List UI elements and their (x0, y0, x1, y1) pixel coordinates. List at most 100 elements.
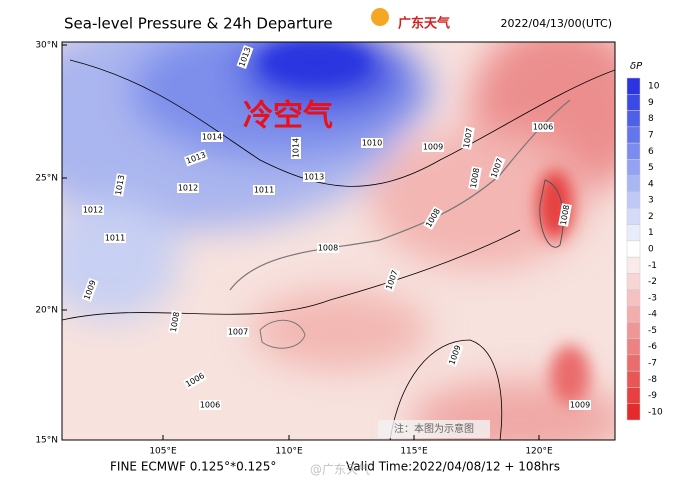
colorbar-cell (626, 305, 641, 323)
isobar-label: 1006 (533, 123, 553, 132)
isobar-label-group: 1014 (291, 137, 301, 159)
isobar-label-group: 1013 (303, 172, 325, 182)
colorbar-cell (626, 110, 641, 128)
isobar-label-group: 1013 (113, 173, 127, 197)
colorbar-cell (626, 273, 641, 290)
colorbar-label: 1 (648, 228, 654, 238)
colorbar-label: 4 (648, 179, 654, 189)
colorbar-label: -5 (648, 326, 657, 336)
isobar-label: 1012 (83, 206, 103, 215)
isobar-label-bg (532, 122, 554, 132)
isobar-label-bg (168, 310, 182, 334)
isobar-label-bg (227, 327, 249, 337)
colorbar-label: -1 (648, 261, 657, 271)
colorbar-cell (626, 208, 641, 225)
colorbar-label: 10 (648, 82, 660, 92)
isobar-label-bg (423, 205, 443, 231)
isobar-label-bg (422, 142, 444, 152)
colorbar-label: -7 (648, 359, 657, 369)
isobar-label-bg (113, 173, 127, 197)
isobar-label-group: 1008 (317, 243, 339, 253)
isobar-label-group: 1014 (201, 132, 223, 142)
colorbar-cell (626, 142, 641, 160)
isobar-label-group: 1008 (468, 166, 482, 190)
colorbar-cell (626, 94, 641, 111)
isobar-label: 1007 (462, 127, 474, 149)
isobar-label-bg (253, 185, 275, 195)
footer-model: FINE ECMWF 0.125°*0.125° (110, 460, 276, 474)
title: Sea-level Pressure & 24h Departure (64, 15, 333, 33)
isobar-label: 1014 (202, 133, 222, 142)
isobar-label-bg (317, 243, 339, 253)
colorbar-cell (626, 77, 641, 95)
isobar-label-group: 1006 (532, 122, 554, 132)
isobar-label-bg (446, 342, 464, 368)
colorbar-cell (626, 224, 641, 242)
colorbar-cell (626, 175, 641, 193)
colorbar-cell (626, 403, 641, 421)
isobar-label: 1009 (423, 143, 443, 152)
colorbar-label: 0 (648, 245, 654, 255)
colorbar-cell (626, 354, 641, 372)
colorbar-cell (626, 126, 641, 144)
colorbar-cell (626, 240, 641, 258)
colorbar-cell (626, 159, 641, 176)
isobar-label: 1008 (318, 244, 338, 253)
isobar-label-bg (199, 400, 221, 410)
colorbar-label: 6 (648, 147, 654, 157)
colorbar-label: -8 (648, 375, 657, 385)
lon-label: 120°E (525, 447, 553, 457)
colorbar-cell (626, 338, 641, 356)
isobar-label-bg (291, 137, 301, 159)
isobar-label-group: 1008 (168, 310, 182, 334)
isobar-label-group: 1009 (422, 142, 444, 152)
isobar-label-bg (177, 183, 199, 193)
isobar-label-group: 1011 (253, 185, 275, 195)
colorbar-label: 7 (648, 131, 654, 141)
colorbar-title: δP (630, 61, 643, 72)
colorbar-label: -3 (648, 293, 657, 303)
colorbar-label: -10 (648, 407, 663, 417)
map-frame (61, 41, 616, 441)
note-box (378, 420, 490, 438)
isobar-label: 1012 (178, 184, 198, 193)
isobar-label-group: 1008 (558, 203, 572, 227)
isobar-label-bg (468, 166, 482, 190)
isobar-label-group: 1009 (569, 400, 591, 410)
isobar-label-group: 1007 (227, 327, 249, 337)
annotation: 冷空气 (243, 99, 333, 134)
colorbar-label: 5 (648, 163, 654, 173)
isobar-label-bg (81, 277, 99, 303)
isobar-label-bg (461, 126, 475, 150)
colorbar-label: -4 (648, 310, 657, 320)
isobar-label-bg (183, 149, 209, 167)
isobar-label-bg (488, 155, 506, 181)
isobar-label-bg (558, 203, 572, 227)
isobar-label: 1008 (169, 311, 181, 333)
colorbar-cell (626, 191, 641, 209)
isobar-label: 1008 (469, 167, 481, 189)
isobar-label: 1009 (570, 401, 590, 410)
isobar-label-group: 1011 (104, 233, 126, 243)
note: 注：本图为示意图 (394, 422, 474, 435)
colorbar-cell (626, 370, 641, 388)
lon-label: 115°E (400, 447, 428, 457)
colorbar-cell (626, 387, 641, 404)
isobar-label-bg (361, 138, 383, 148)
lat-label: 30°N (35, 41, 58, 51)
isobar-label: 1010 (362, 139, 382, 148)
map-field (62, 42, 615, 440)
isobar-label-group: 1006 (199, 400, 221, 410)
colorbar-label: -2 (648, 277, 657, 287)
isobar-label-bg (82, 205, 104, 215)
colorbar-label: 9 (648, 98, 654, 108)
colorbar-cell (626, 289, 641, 307)
colorbar-label: 3 (648, 196, 654, 206)
lat-label: 25°N (35, 174, 58, 184)
isobar-label-bg (104, 233, 126, 243)
isobar-label: 1014 (292, 138, 301, 158)
isobar-label: 1011 (105, 234, 125, 243)
isobar-label-group: 1012 (82, 205, 104, 215)
colorbar-label: -9 (648, 391, 657, 401)
